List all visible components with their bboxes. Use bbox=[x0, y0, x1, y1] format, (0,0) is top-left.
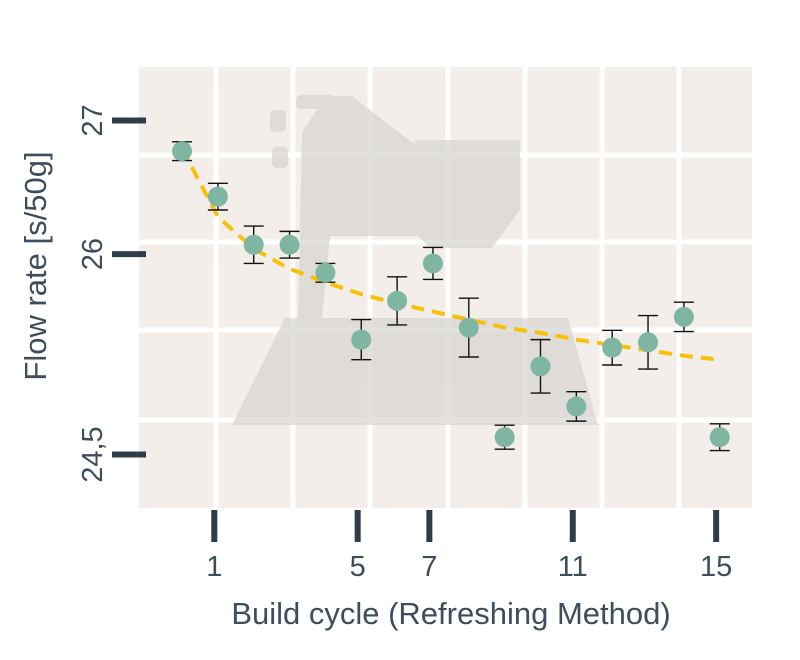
x-tick-label: 1 bbox=[206, 551, 222, 583]
data-point bbox=[709, 427, 730, 448]
data-point bbox=[530, 356, 551, 377]
data-point bbox=[638, 332, 659, 353]
x-tick-label: 7 bbox=[421, 551, 437, 583]
x-axis: 1 5 7 11 15 bbox=[206, 510, 732, 583]
y-axis: 24,5 26 27 bbox=[77, 104, 146, 483]
x-axis-title: Build cycle (Refreshing Method) bbox=[231, 596, 670, 631]
data-point bbox=[243, 234, 264, 255]
data-point bbox=[387, 290, 408, 311]
y-tick-label: 24,5 bbox=[77, 426, 109, 482]
data-point bbox=[422, 253, 443, 274]
data-point bbox=[315, 262, 336, 283]
y-tick-label: 27 bbox=[77, 104, 109, 136]
data-point bbox=[279, 234, 300, 255]
stand-mixer-watermark-icon bbox=[232, 95, 598, 425]
data-point bbox=[673, 306, 694, 327]
x-tick-label: 15 bbox=[700, 551, 732, 583]
y-tick-label: 26 bbox=[77, 238, 109, 270]
data-point bbox=[207, 186, 228, 207]
trend-line-path bbox=[180, 147, 720, 362]
data-point bbox=[602, 337, 623, 358]
trend-line bbox=[180, 147, 720, 362]
x-tick-label: 11 bbox=[558, 551, 588, 583]
data-point bbox=[458, 317, 479, 338]
data-point bbox=[351, 329, 372, 350]
y-axis-title: Flow rate [s/50g] bbox=[18, 151, 53, 380]
data-points bbox=[172, 141, 730, 448]
x-tick-label: 5 bbox=[350, 551, 366, 583]
data-point bbox=[494, 427, 515, 448]
data-point bbox=[172, 141, 193, 162]
data-point bbox=[566, 396, 587, 417]
